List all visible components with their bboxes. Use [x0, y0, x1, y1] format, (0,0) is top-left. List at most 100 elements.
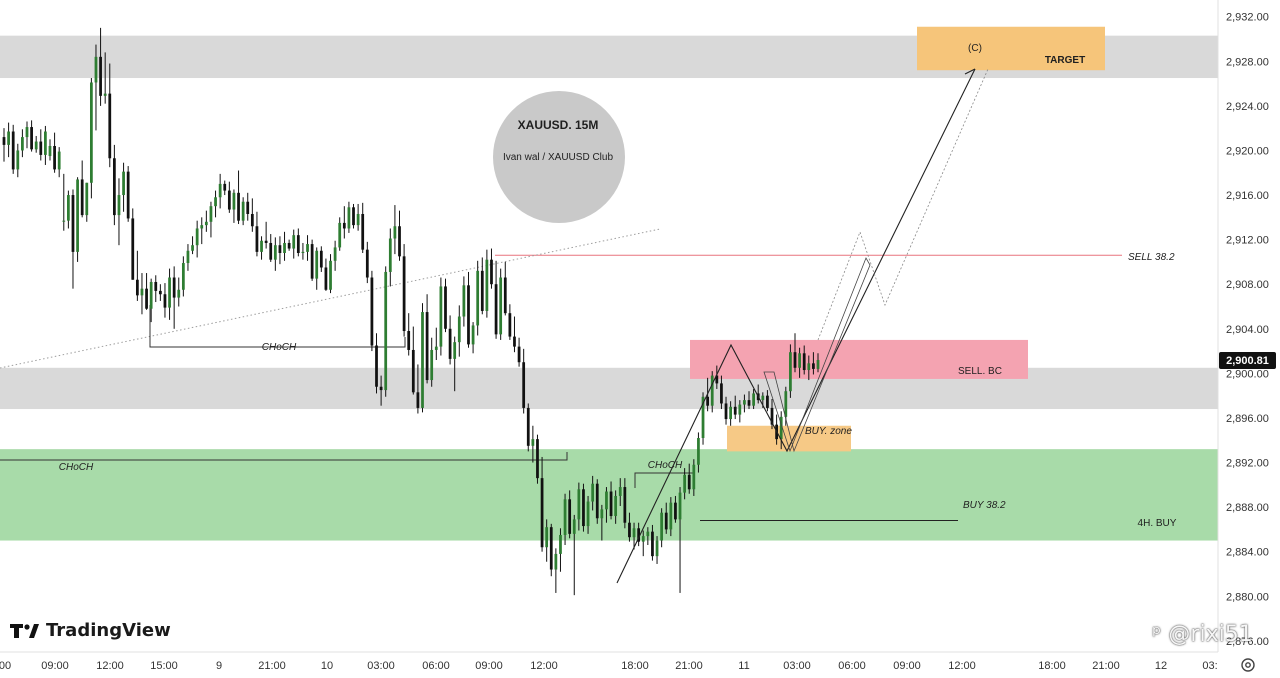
- candle-body: [802, 353, 806, 371]
- candle: [200, 217, 204, 245]
- candle-body: [448, 328, 452, 359]
- candle-body: [517, 346, 521, 363]
- candle: [365, 241, 369, 284]
- candle: [393, 205, 397, 255]
- candle-body: [172, 277, 176, 298]
- candle: [683, 468, 687, 500]
- candle: [237, 170, 240, 225]
- last-price-badge: 2,900.81: [1219, 352, 1276, 369]
- candle-body: [710, 375, 714, 406]
- candle: [402, 244, 406, 337]
- choch-label-1: CHoCH: [262, 342, 297, 353]
- candle-body: [531, 439, 535, 446]
- candle: [30, 120, 33, 152]
- candle-body: [287, 242, 291, 249]
- candle-body: [453, 342, 457, 359]
- candle-body: [154, 281, 158, 291]
- candle: [540, 456, 544, 552]
- candle-body: [421, 312, 424, 408]
- price-tick-label: 2,912.00: [1226, 235, 1269, 247]
- candle-body: [181, 263, 185, 290]
- candle-body: [388, 238, 392, 272]
- drawings-layer: [616, 68, 989, 584]
- candle-body: [338, 222, 342, 248]
- candle: [798, 347, 801, 378]
- candle: [503, 261, 507, 316]
- candle: [692, 459, 696, 496]
- candle: [632, 522, 636, 550]
- candle: [701, 392, 705, 445]
- time-tick-label: 15:00: [150, 660, 178, 672]
- candle-body: [301, 251, 305, 253]
- candle-body: [158, 290, 162, 295]
- candle-body: [117, 195, 121, 216]
- candle-body: [614, 495, 618, 517]
- candle-body: [476, 270, 480, 326]
- candle-body: [425, 312, 429, 381]
- price-tick-label: 2,920.00: [1226, 145, 1269, 157]
- candle: [168, 268, 171, 320]
- time-tick-label: 00: [0, 660, 11, 672]
- candle: [697, 432, 700, 473]
- candle-body: [310, 244, 314, 279]
- price-axis[interactable]: 2,932.00 2,928.00 2,924.00 2,920.00 2,916.00…: [1226, 12, 1269, 648]
- candle-body: [356, 213, 360, 226]
- candle-body: [319, 250, 323, 268]
- candle: [57, 147, 61, 178]
- candle: [476, 260, 480, 336]
- candle-body: [103, 93, 107, 96]
- time-tick-label: 11: [738, 660, 749, 672]
- choch-label-3: CHoCH: [648, 460, 683, 471]
- candle-body: [687, 474, 691, 490]
- candle: [462, 276, 466, 327]
- time-tick-label: 06:00: [838, 660, 866, 672]
- candle: [186, 244, 190, 271]
- candle-body: [108, 93, 112, 159]
- candle-body: [563, 499, 567, 535]
- time-tick-label: 12:00: [948, 660, 976, 672]
- price-tick-label: 2,896.00: [1226, 413, 1269, 425]
- choch-line-2: [0, 452, 568, 461]
- candle: [352, 203, 355, 229]
- candle: [747, 391, 751, 410]
- candle-body: [637, 528, 641, 542]
- time-axis[interactable]: 00 09:00 12:00 15:00 9 21:00 10 03:00 06:00 09:00…: [0, 660, 1218, 672]
- candle: [103, 52, 107, 104]
- sell-bc-label: SELL. BC: [958, 366, 1002, 377]
- candle-body: [789, 352, 792, 392]
- candle-body: [480, 270, 484, 311]
- candle: [812, 352, 815, 375]
- candle: [545, 519, 549, 562]
- candle-body: [499, 277, 503, 335]
- candle-body: [306, 244, 309, 252]
- candle-body: [48, 146, 52, 157]
- time-tick-label: 18:00: [621, 660, 649, 672]
- price-tick-label: 2,880.00: [1226, 591, 1269, 603]
- time-tick-label: 10: [321, 660, 333, 672]
- candle-body: [329, 260, 332, 290]
- symbol-badge-subtitle: Ivan wal / XAUUSD Club: [503, 152, 613, 163]
- candle-body: [618, 487, 622, 496]
- candle-body: [494, 284, 498, 335]
- candle: [85, 182, 89, 222]
- candle: [306, 235, 309, 261]
- candle-body: [241, 201, 245, 221]
- candle-body: [195, 228, 199, 246]
- candle: [76, 177, 79, 262]
- gear-icon[interactable]: [1239, 656, 1257, 674]
- candle-body: [361, 213, 365, 250]
- candle-body: [559, 534, 562, 554]
- candle-body: [209, 206, 213, 222]
- buy-zone-label: BUY. zone: [805, 426, 852, 437]
- projection-path: [616, 68, 976, 584]
- candle: [453, 336, 457, 392]
- candle: [158, 284, 162, 301]
- candle-body: [595, 483, 599, 519]
- candle: [614, 490, 618, 524]
- candle: [108, 63, 112, 168]
- candle: [370, 270, 374, 352]
- price-tick-label: 2,924.00: [1226, 101, 1269, 113]
- candle: [807, 355, 811, 381]
